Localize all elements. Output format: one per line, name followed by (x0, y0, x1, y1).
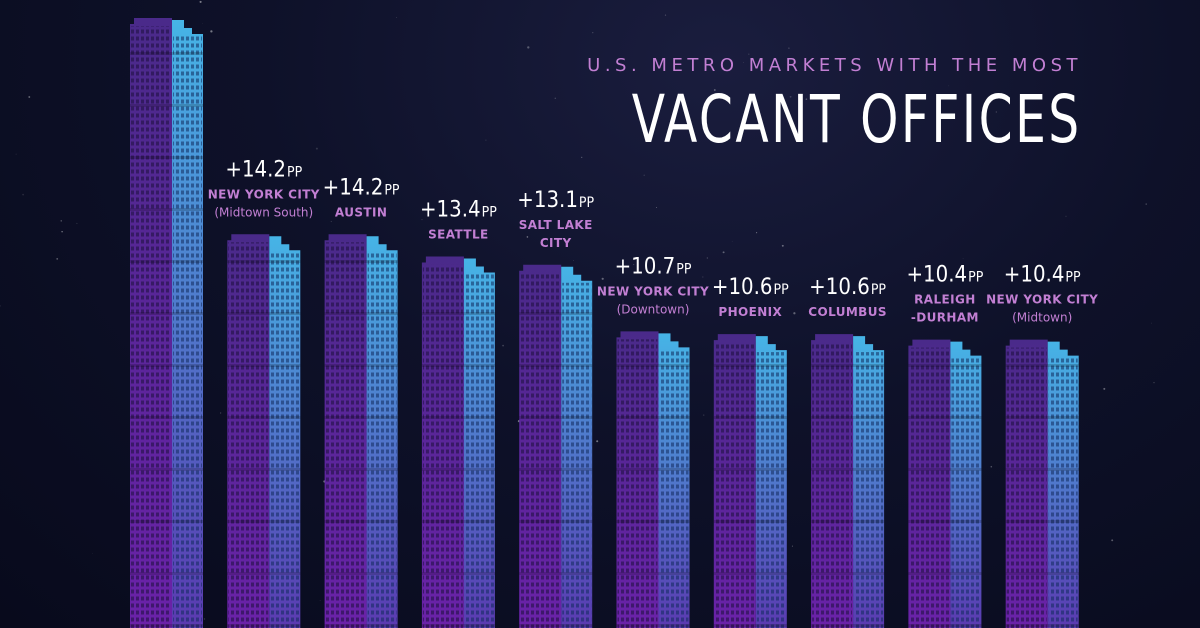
star (1153, 382, 1155, 384)
star (203, 618, 206, 620)
bars (130, 18, 1079, 628)
star (743, 62, 744, 63)
bar-7 (811, 334, 885, 628)
star (573, 260, 574, 261)
star (990, 465, 993, 468)
chart-title: VACANT OFFICES (632, 81, 1082, 158)
star (702, 276, 704, 278)
star (202, 23, 203, 24)
star (664, 14, 667, 16)
star (702, 414, 705, 416)
bar-8 (908, 339, 982, 628)
star (788, 47, 790, 49)
star (706, 257, 708, 259)
bar-0 (130, 18, 203, 628)
value-label-1: +14.2PP (225, 157, 302, 182)
category-label-1: (Midtown South) (214, 205, 313, 219)
bar-5 (616, 331, 690, 628)
bar-9 (1005, 339, 1079, 628)
star (581, 156, 583, 159)
star (60, 220, 62, 222)
star (22, 193, 24, 196)
star (756, 232, 758, 234)
value-label-6: +10.6PP (712, 275, 789, 300)
star (396, 16, 398, 18)
star (554, 97, 557, 100)
category-label-4: SALT LAKE (519, 218, 593, 232)
star (731, 240, 733, 242)
star (995, 111, 997, 113)
category-label-5: (Downtown) (617, 302, 690, 316)
bar-2 (324, 234, 398, 628)
category-label-3: SEATTLE (428, 227, 489, 241)
bar-6 (713, 334, 787, 628)
chart-subtitle: U.S. METRO MARKETS WITH THE MOST (587, 55, 1082, 76)
star (319, 600, 321, 601)
star (223, 190, 224, 192)
star (61, 230, 63, 233)
star (1151, 322, 1152, 324)
category-label-6: PHOENIX (718, 305, 782, 319)
star (0, 305, 1, 307)
star (601, 277, 604, 280)
category-label-8: -DURHAM (911, 311, 979, 325)
star (805, 98, 808, 100)
star (713, 89, 716, 91)
value-label-2: +14.2PP (323, 175, 400, 200)
star (1065, 215, 1067, 217)
star (502, 344, 504, 347)
star (643, 174, 645, 176)
star (596, 440, 599, 443)
star (633, 264, 635, 266)
value-label-9: +10.4PP (1004, 263, 1081, 288)
bar-3 (421, 256, 495, 628)
star (592, 32, 594, 34)
star (220, 412, 222, 414)
star (56, 257, 59, 260)
star (722, 251, 725, 254)
bar-4 (519, 264, 593, 628)
star (1103, 387, 1106, 390)
star (748, 53, 750, 55)
star (878, 308, 880, 310)
category-label-7: COLUMBUS (808, 305, 887, 319)
category-label-4: CITY (540, 236, 572, 250)
star (330, 220, 332, 223)
star (92, 552, 93, 554)
star (199, 0, 202, 3)
star (781, 244, 784, 247)
star (1111, 539, 1114, 542)
category-label-2: AUSTIN (335, 205, 387, 219)
category-label-9: NEW YORK CITY (986, 293, 1098, 307)
star (656, 207, 657, 208)
star (527, 46, 530, 49)
value-label-7: +10.6PP (809, 275, 886, 300)
value-label-5: +10.7PP (615, 254, 692, 279)
star (526, 236, 529, 238)
category-label-5: NEW YORK CITY (597, 284, 709, 298)
category-label-8: RALEIGH (914, 293, 976, 307)
value-label-4: +13.1PP (517, 188, 594, 213)
value-label-3: +13.4PP (420, 197, 497, 222)
star (1145, 203, 1147, 205)
star (421, 219, 423, 221)
category-label-1: NEW YORK CITY (208, 187, 320, 201)
category-label-9: (Midtown) (1012, 311, 1072, 325)
star (76, 222, 78, 224)
star (485, 139, 487, 141)
bar-1 (227, 234, 301, 628)
star (789, 95, 792, 98)
star (28, 96, 31, 98)
star (791, 545, 793, 547)
value-label-8: +10.4PP (906, 263, 983, 288)
star (793, 312, 796, 315)
star (210, 30, 213, 33)
star (15, 153, 17, 155)
star (962, 258, 964, 260)
title-block: U.S. METRO MARKETS WITH THE MOST VACANT … (533, 54, 1082, 156)
star (315, 147, 318, 150)
star (948, 85, 950, 87)
